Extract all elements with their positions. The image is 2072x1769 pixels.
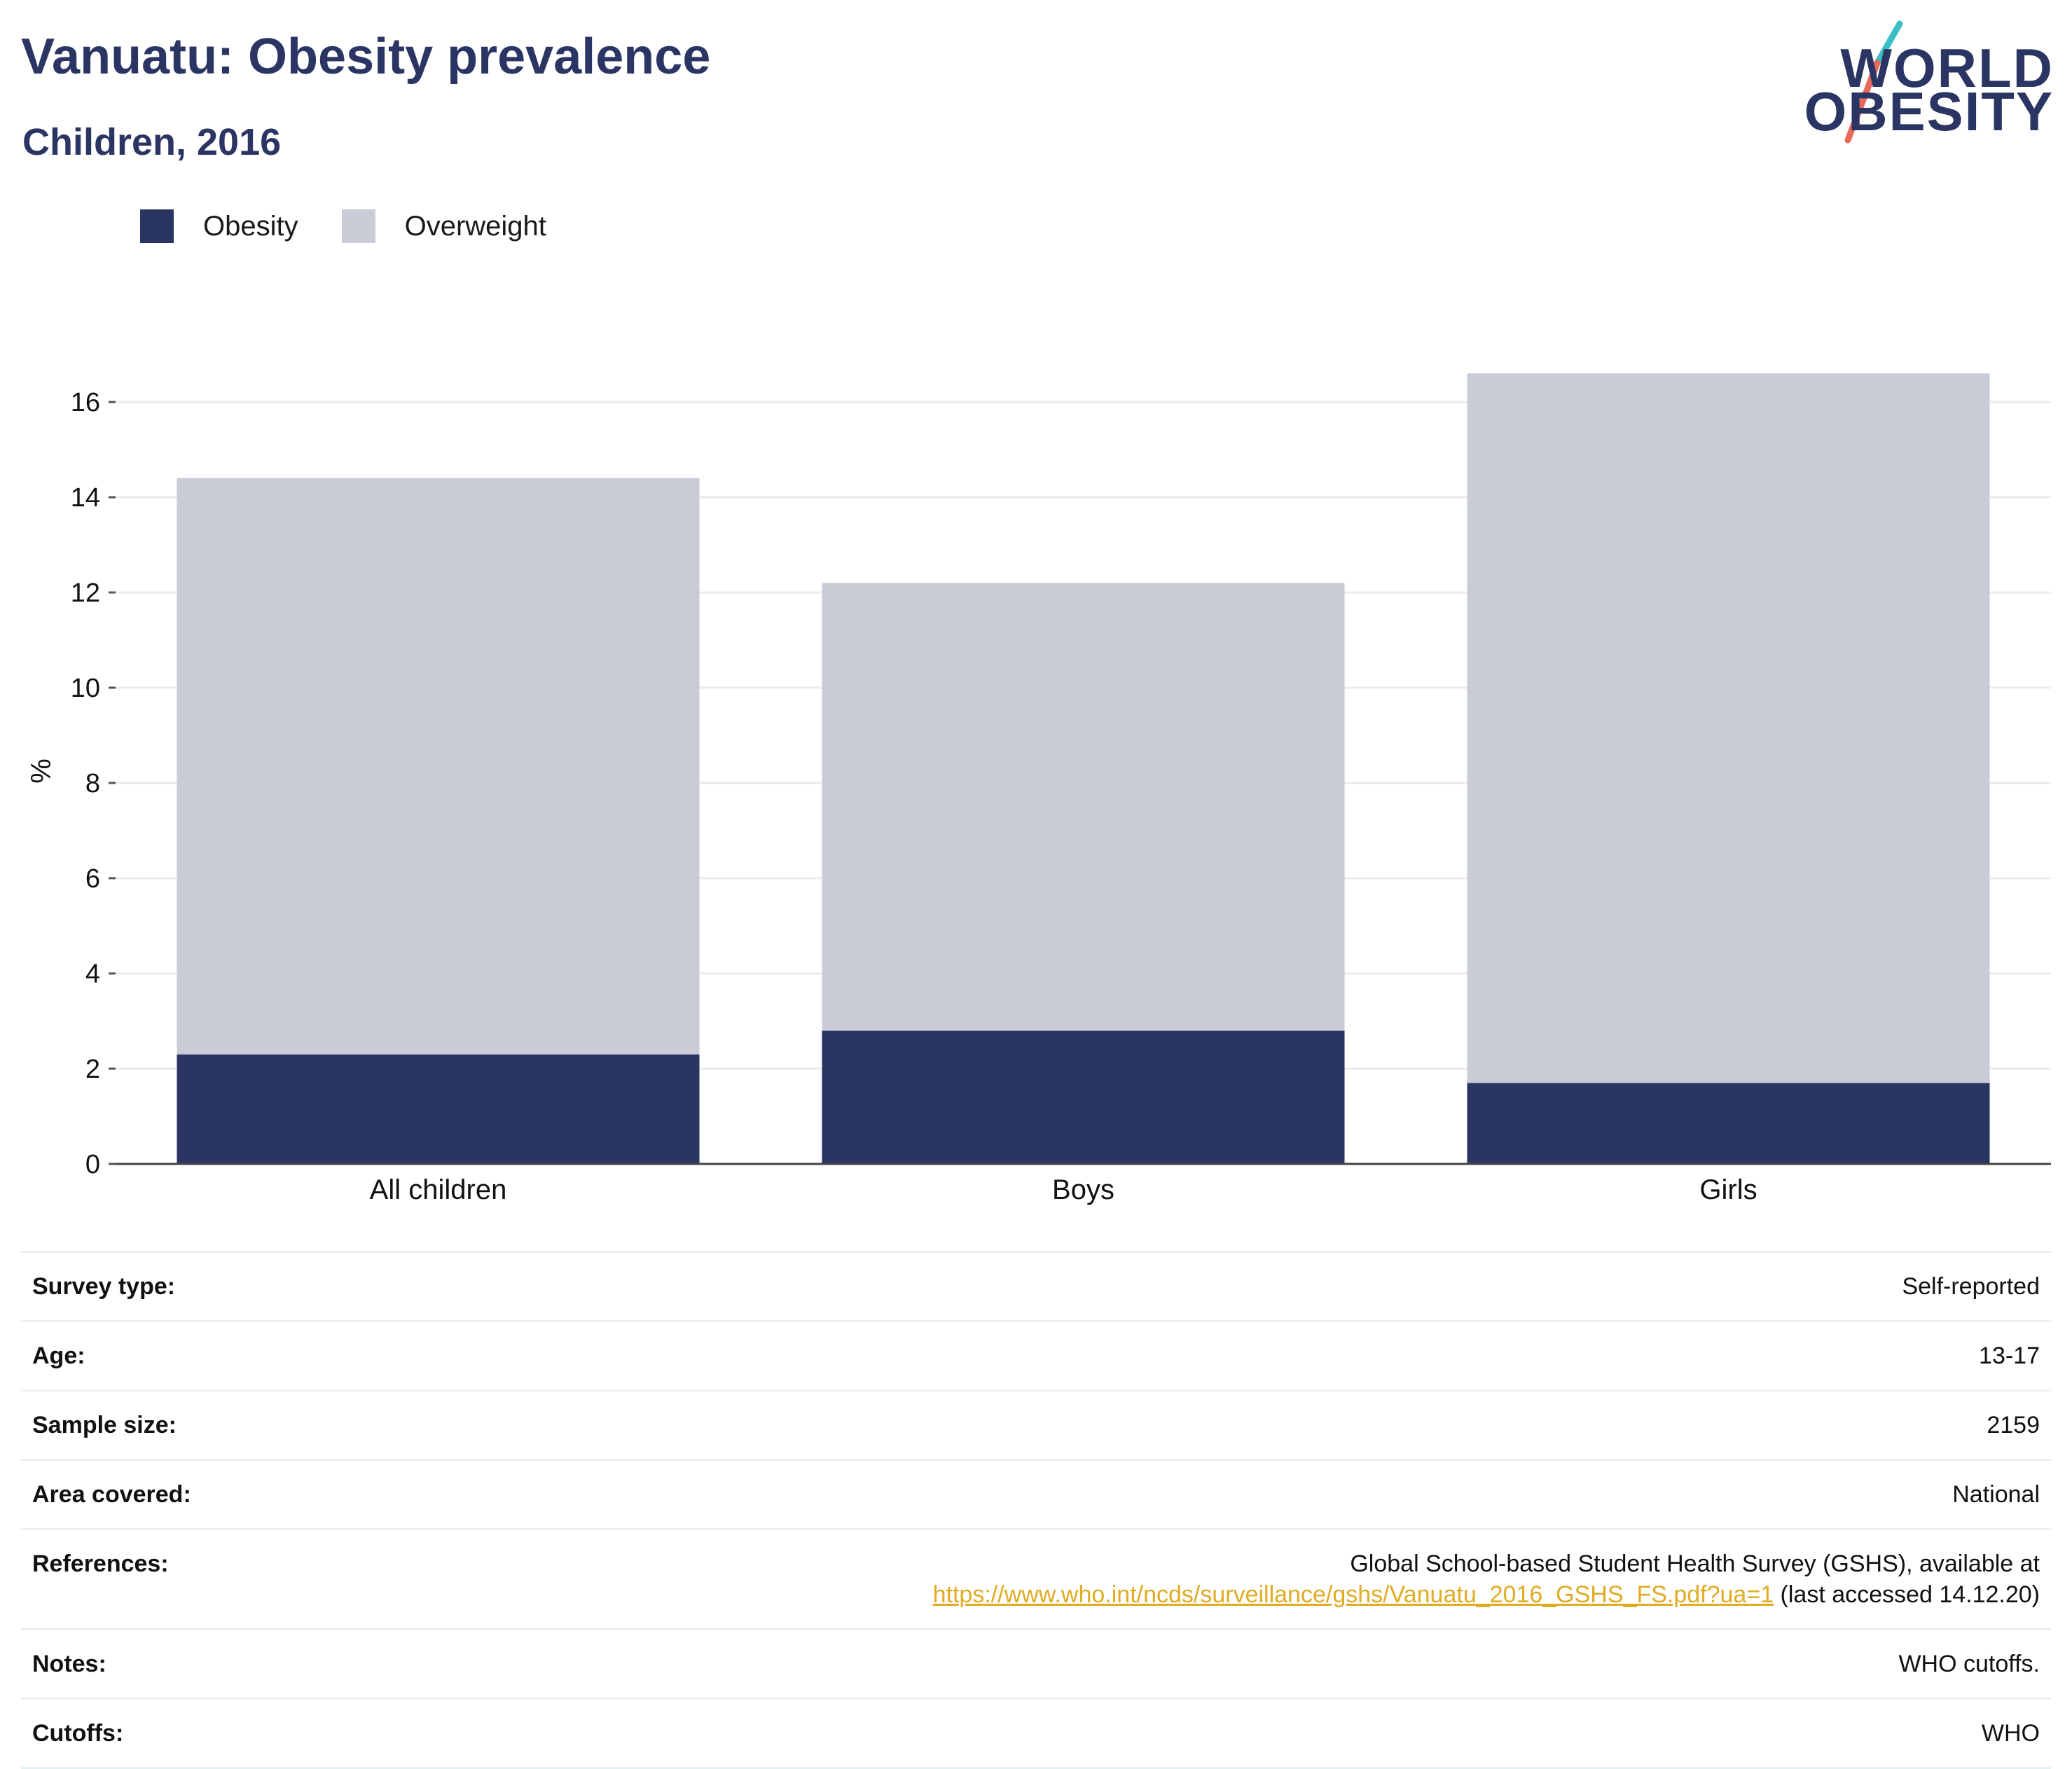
chart-title: Vanuatu: Obesity prevalence — [21, 29, 711, 85]
y-tick-label: 16 — [71, 388, 100, 417]
meta-row-sample-size: Sample size: 2159 — [21, 1392, 2051, 1461]
x-tick-label: Girls — [1699, 1174, 1757, 1205]
y-tick-label: 10 — [71, 674, 100, 703]
meta-label: Sample size: — [32, 1412, 177, 1438]
bar-overweight-boys — [822, 583, 1345, 1031]
references-text: Global School-based Student Health Surve… — [1350, 1551, 2040, 1577]
meta-value: WHO cutoffs. — [1898, 1651, 2040, 1677]
chart-subtitle: Children, 2016 — [22, 121, 282, 163]
meta-row-survey-type: Survey type: Self-reported — [21, 1253, 2051, 1322]
bar-obesity-girls — [1467, 1083, 1990, 1164]
meta-value: 13-17 — [1979, 1343, 2040, 1369]
meta-row-age: Age: 13-17 — [21, 1322, 2051, 1392]
legend-item-overweight[interactable]: Overweight — [341, 209, 546, 243]
meta-value: WHO — [1981, 1720, 2040, 1747]
y-tick-label: 0 — [85, 1150, 100, 1179]
references-link[interactable]: https://www.who.int/ncds/surveillance/gs… — [932, 1581, 1774, 1608]
meta-row-references: References: Global School-based Student … — [21, 1530, 2051, 1630]
y-tick-label: 8 — [85, 769, 100, 798]
meta-value: National — [1952, 1481, 2040, 1508]
bar-obesity-boys — [822, 1030, 1345, 1164]
meta-value: 2159 — [1987, 1412, 2040, 1438]
meta-row-cutoffs: Cutoffs: WHO — [21, 1700, 2051, 1769]
survey-details-table: Survey type: Self-reported Age: 13-17 Sa… — [21, 1251, 2051, 1769]
meta-label: Age: — [32, 1343, 85, 1369]
meta-value: Self-reported — [1902, 1273, 2040, 1300]
meta-label: Notes: — [32, 1651, 106, 1677]
bar-overweight-girls — [1467, 373, 1990, 1083]
legend-item-obesity[interactable]: Obesity — [140, 209, 298, 243]
y-tick-label: 14 — [71, 483, 100, 513]
legend-label-overweight: Overweight — [404, 210, 546, 242]
x-tick-label: All children — [370, 1174, 507, 1205]
references-suffix: (last accessed 14.12.20) — [1774, 1581, 2040, 1608]
x-tick-label: Boys — [1052, 1174, 1114, 1205]
legend-swatch-obesity — [140, 209, 174, 243]
y-axis-label: % — [26, 758, 57, 784]
bar-obesity-all-children — [177, 1054, 700, 1164]
y-tick-label: 6 — [85, 864, 100, 894]
logo-line2: OBESITY — [1804, 81, 2054, 142]
legend-swatch-overweight — [341, 209, 375, 243]
y-tick-label: 4 — [85, 959, 100, 989]
meta-row-area-covered: Area covered: National — [21, 1461, 2051, 1530]
meta-label: References: — [32, 1551, 169, 1577]
logo-slash-icon — [1844, 20, 1903, 144]
logo-line1: WORLD — [1840, 37, 2054, 99]
chart-legend: Obesity Overweight — [140, 209, 590, 244]
legend-label-obesity: Obesity — [203, 210, 298, 242]
references-value: Global School-based Student Health Surve… — [933, 1548, 2040, 1610]
meta-label: Survey type: — [32, 1273, 176, 1300]
y-tick-label: 12 — [71, 578, 100, 608]
meta-label: Area covered: — [32, 1481, 191, 1508]
bar-overweight-all-children — [177, 478, 700, 1055]
world-obesity-logo: WORLD OBESITY — [1804, 20, 2059, 146]
stacked-bar-chart: 0 2 4 6 8 10 12 14 16% All children Boys Girls — [26, 373, 2051, 1205]
y-tick-label: 2 — [85, 1055, 100, 1084]
meta-label: Cutoffs: — [32, 1720, 124, 1747]
meta-row-notes: Notes: WHO cutoffs. — [21, 1630, 2051, 1700]
